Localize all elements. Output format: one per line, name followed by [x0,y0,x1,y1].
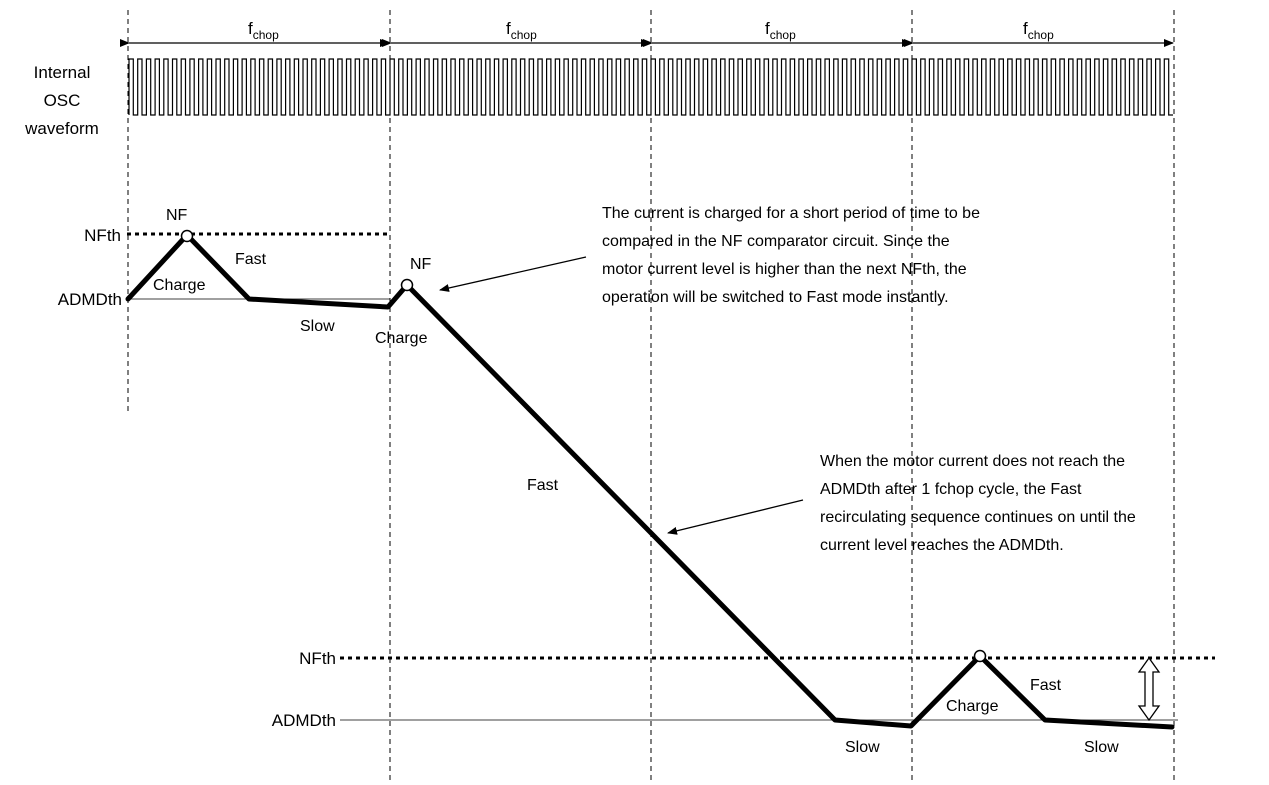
note-top-line-3: motor current level is higher than the n… [602,261,967,278]
threshold-gap-double-arrow [1137,656,1161,722]
chop-label-1: fchop [248,19,279,42]
motor-current-waveform [125,232,1175,730]
osc-square-wave [128,58,1173,116]
note-top-line-1: The current is charged for a short perio… [602,205,980,222]
nf-label-2: NF [410,256,432,273]
chop-label-4: fchop [1023,19,1054,42]
slow-label-3: Slow [1084,739,1119,756]
nfth-label-top: NFth [84,226,121,245]
osc-label-line-2: OSC [44,91,81,110]
charge-label-2: Charge [375,330,428,347]
fast-label-1: Fast [235,251,267,268]
note-top-line-4: operation will be switched to Fast mode … [602,289,949,306]
note-middle-line-3: recirculating sequence continues on unti… [820,509,1136,526]
note-top-line-2: compared in the NF comparator circuit. S… [602,233,950,250]
note-top: The current is charged for a short perio… [602,205,980,306]
nf-point-3 [973,649,987,663]
charge-label-1: Charge [153,277,206,294]
admdth-label-top: ADMDth [58,290,122,309]
note-middle-line-2: ADMDth after 1 fchop cycle, the Fast [820,481,1082,498]
chop-periods: fchop fchop fchop fchop [120,19,1174,47]
note-middle-line-4: current level reaches the ADMDth. [820,537,1064,554]
slow-label-2: Slow [845,739,880,756]
fast-label-2: Fast [527,477,559,494]
osc-label-line-3: waveform [24,119,99,138]
note-middle: When the motor current does not reach th… [820,453,1136,554]
nfth-label-bottom: NFth [299,649,336,668]
chop-label-3: fchop [765,19,796,42]
chop-label-2: fchop [506,19,537,42]
note-middle-line-1: When the motor current does not reach th… [820,453,1125,470]
nf-label-1: NF [166,207,188,224]
cycle-guides [127,10,1175,782]
nf-point-2 [400,278,414,292]
admdth-label-bottom: ADMDth [272,711,336,730]
osc-label-line-1: Internal [34,63,91,82]
nf-point-1 [180,229,194,243]
note-middle-arrow [667,499,804,535]
note-top-arrow [439,256,587,292]
slow-label-1: Slow [300,318,335,335]
fast-label-3: Fast [1030,677,1062,694]
charge-label-3: Charge [946,698,999,715]
